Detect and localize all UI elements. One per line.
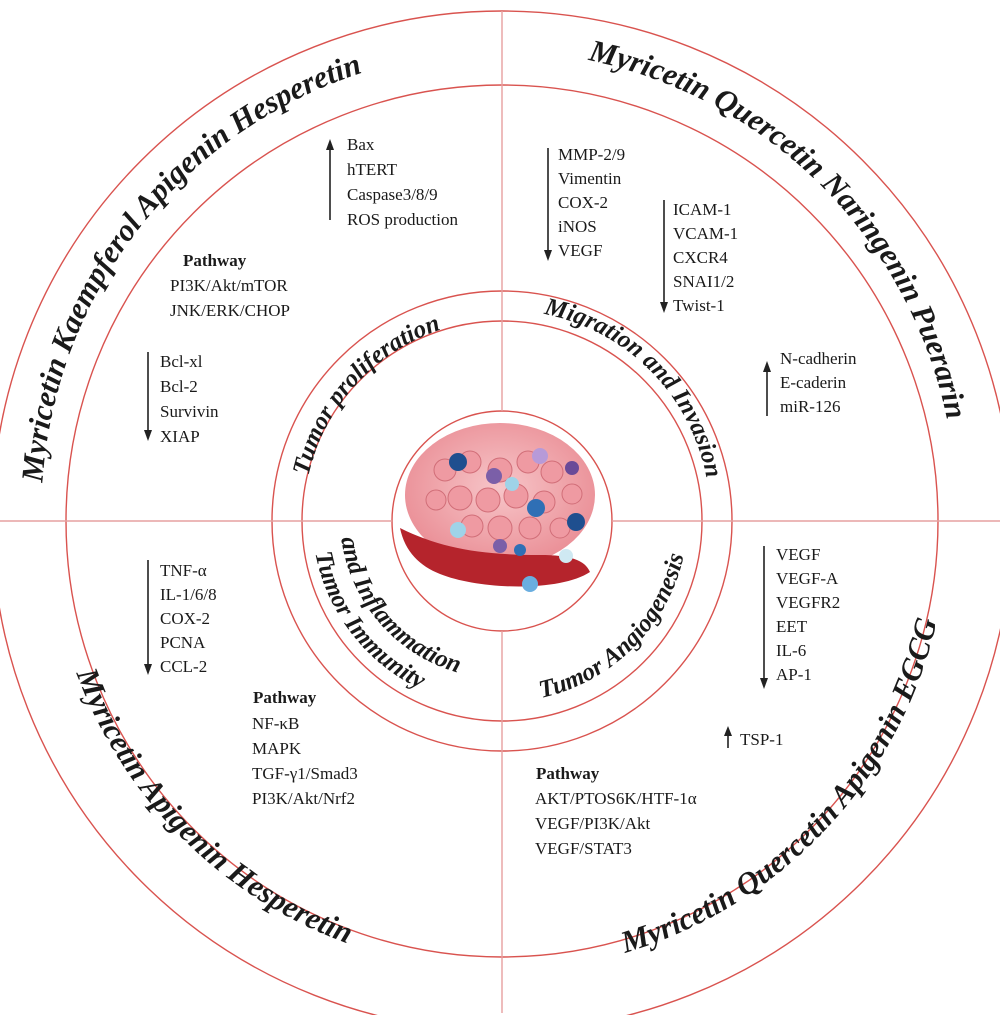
pathway-item: TGF-γ1/Smad3: [252, 764, 358, 783]
arrow-head-icon: [763, 361, 771, 372]
marker-item: Twist-1: [673, 296, 725, 315]
marker-item: VCAM-1: [673, 224, 738, 243]
marker-item: VEGFR2: [776, 593, 840, 612]
pathway-item: NF-κB: [252, 714, 299, 733]
pathway-item: AKT/PTOS6K/HTF-1α: [535, 789, 697, 808]
arrow-head-icon: [660, 302, 668, 313]
arrow-head-icon: [144, 430, 152, 441]
marker-item: Caspase3/8/9: [347, 185, 438, 204]
marker-item: iNOS: [558, 217, 597, 236]
pathway-item: PI3K/Akt/Nrf2: [252, 789, 355, 808]
pathway-item: JNK/ERK/CHOP: [170, 301, 290, 320]
marker-item: hTERT: [347, 160, 398, 179]
proliferation-pathways: PI3K/Akt/mTOR JNK/ERK/CHOP: [170, 276, 292, 320]
marker-item: MMP-2/9: [558, 145, 625, 164]
marker-item: Survivin: [160, 402, 219, 421]
proliferation-down-markers: Bcl-xl Bcl-2 Survivin XIAP: [160, 352, 223, 446]
marker-item: miR-126: [780, 397, 840, 416]
marker-item: IL-6: [776, 641, 806, 660]
marker-item: E-caderin: [780, 373, 847, 392]
immunity-pathway-heading: Pathway: [253, 688, 317, 707]
tumor-tissue-illustration-icon: [400, 423, 595, 592]
immunity-pathways: NF-κB MAPK TGF-γ1/Smad3 PI3K/Akt/Nrf2: [252, 714, 362, 808]
angiogenesis-up-markers: TSP-1: [740, 730, 783, 749]
marker-item: N-cadherin: [780, 349, 857, 368]
marker-item: Bax: [347, 135, 375, 154]
angiogenesis-down-markers: VEGF VEGF-A VEGFR2 EET IL-6 AP-1: [776, 545, 844, 684]
marker-item: XIAP: [160, 427, 200, 446]
pathway-item: PI3K/Akt/mTOR: [170, 276, 288, 295]
marker-item: TSP-1: [740, 730, 783, 749]
marker-item: VEGF: [776, 545, 820, 564]
marker-item: AP-1: [776, 665, 812, 684]
marker-item: IL-1/6/8: [160, 585, 217, 604]
arrow-head-icon: [724, 726, 732, 736]
arrow-head-icon: [144, 664, 152, 675]
marker-item: EET: [776, 617, 808, 636]
pathway-item: MAPK: [252, 739, 302, 758]
marker-item: TNF-α: [160, 561, 207, 580]
marker-item: SNAI1/2: [673, 272, 734, 291]
migration-up-markers: N-cadherin E-caderin miR-126: [780, 349, 861, 416]
angiogenesis-pathway-heading: Pathway: [536, 764, 600, 783]
marker-item: Vimentin: [558, 169, 622, 188]
marker-item: COX-2: [558, 193, 608, 212]
marker-item: PCNA: [160, 633, 206, 652]
marker-item: VEGF-A: [776, 569, 839, 588]
arrow-head-icon: [760, 678, 768, 689]
proliferation-pathway-heading: Pathway: [183, 251, 247, 270]
proliferation-up-markers: Bax hTERT Caspase3/8/9 ROS production: [347, 135, 458, 229]
marker-item: ROS production: [347, 210, 458, 229]
migration-down-markers-b: ICAM-1 VCAM-1 CXCR4 SNAI1/2 Twist-1: [673, 200, 742, 315]
marker-item: Bcl-2: [160, 377, 198, 396]
arrow-head-icon: [544, 250, 552, 261]
pathway-item: VEGF/PI3K/Akt: [535, 814, 651, 833]
marker-item: CCL-2: [160, 657, 207, 676]
immunity-down-markers: TNF-α IL-1/6/8 COX-2 PCNA CCL-2: [160, 561, 221, 676]
pathway-item: VEGF/STAT3: [535, 839, 632, 858]
marker-item: Bcl-xl: [160, 352, 203, 371]
marker-item: COX-2: [160, 609, 210, 628]
angiogenesis-pathways: AKT/PTOS6K/HTF-1α VEGF/PI3K/Akt VEGF/STA…: [535, 789, 701, 858]
marker-item: ICAM-1: [673, 200, 732, 219]
arrow-head-icon: [326, 139, 334, 150]
migration-down-markers-a: MMP-2/9 Vimentin COX-2 iNOS VEGF: [558, 145, 629, 260]
marker-item: CXCR4: [673, 248, 728, 267]
marker-item: VEGF: [558, 241, 602, 260]
